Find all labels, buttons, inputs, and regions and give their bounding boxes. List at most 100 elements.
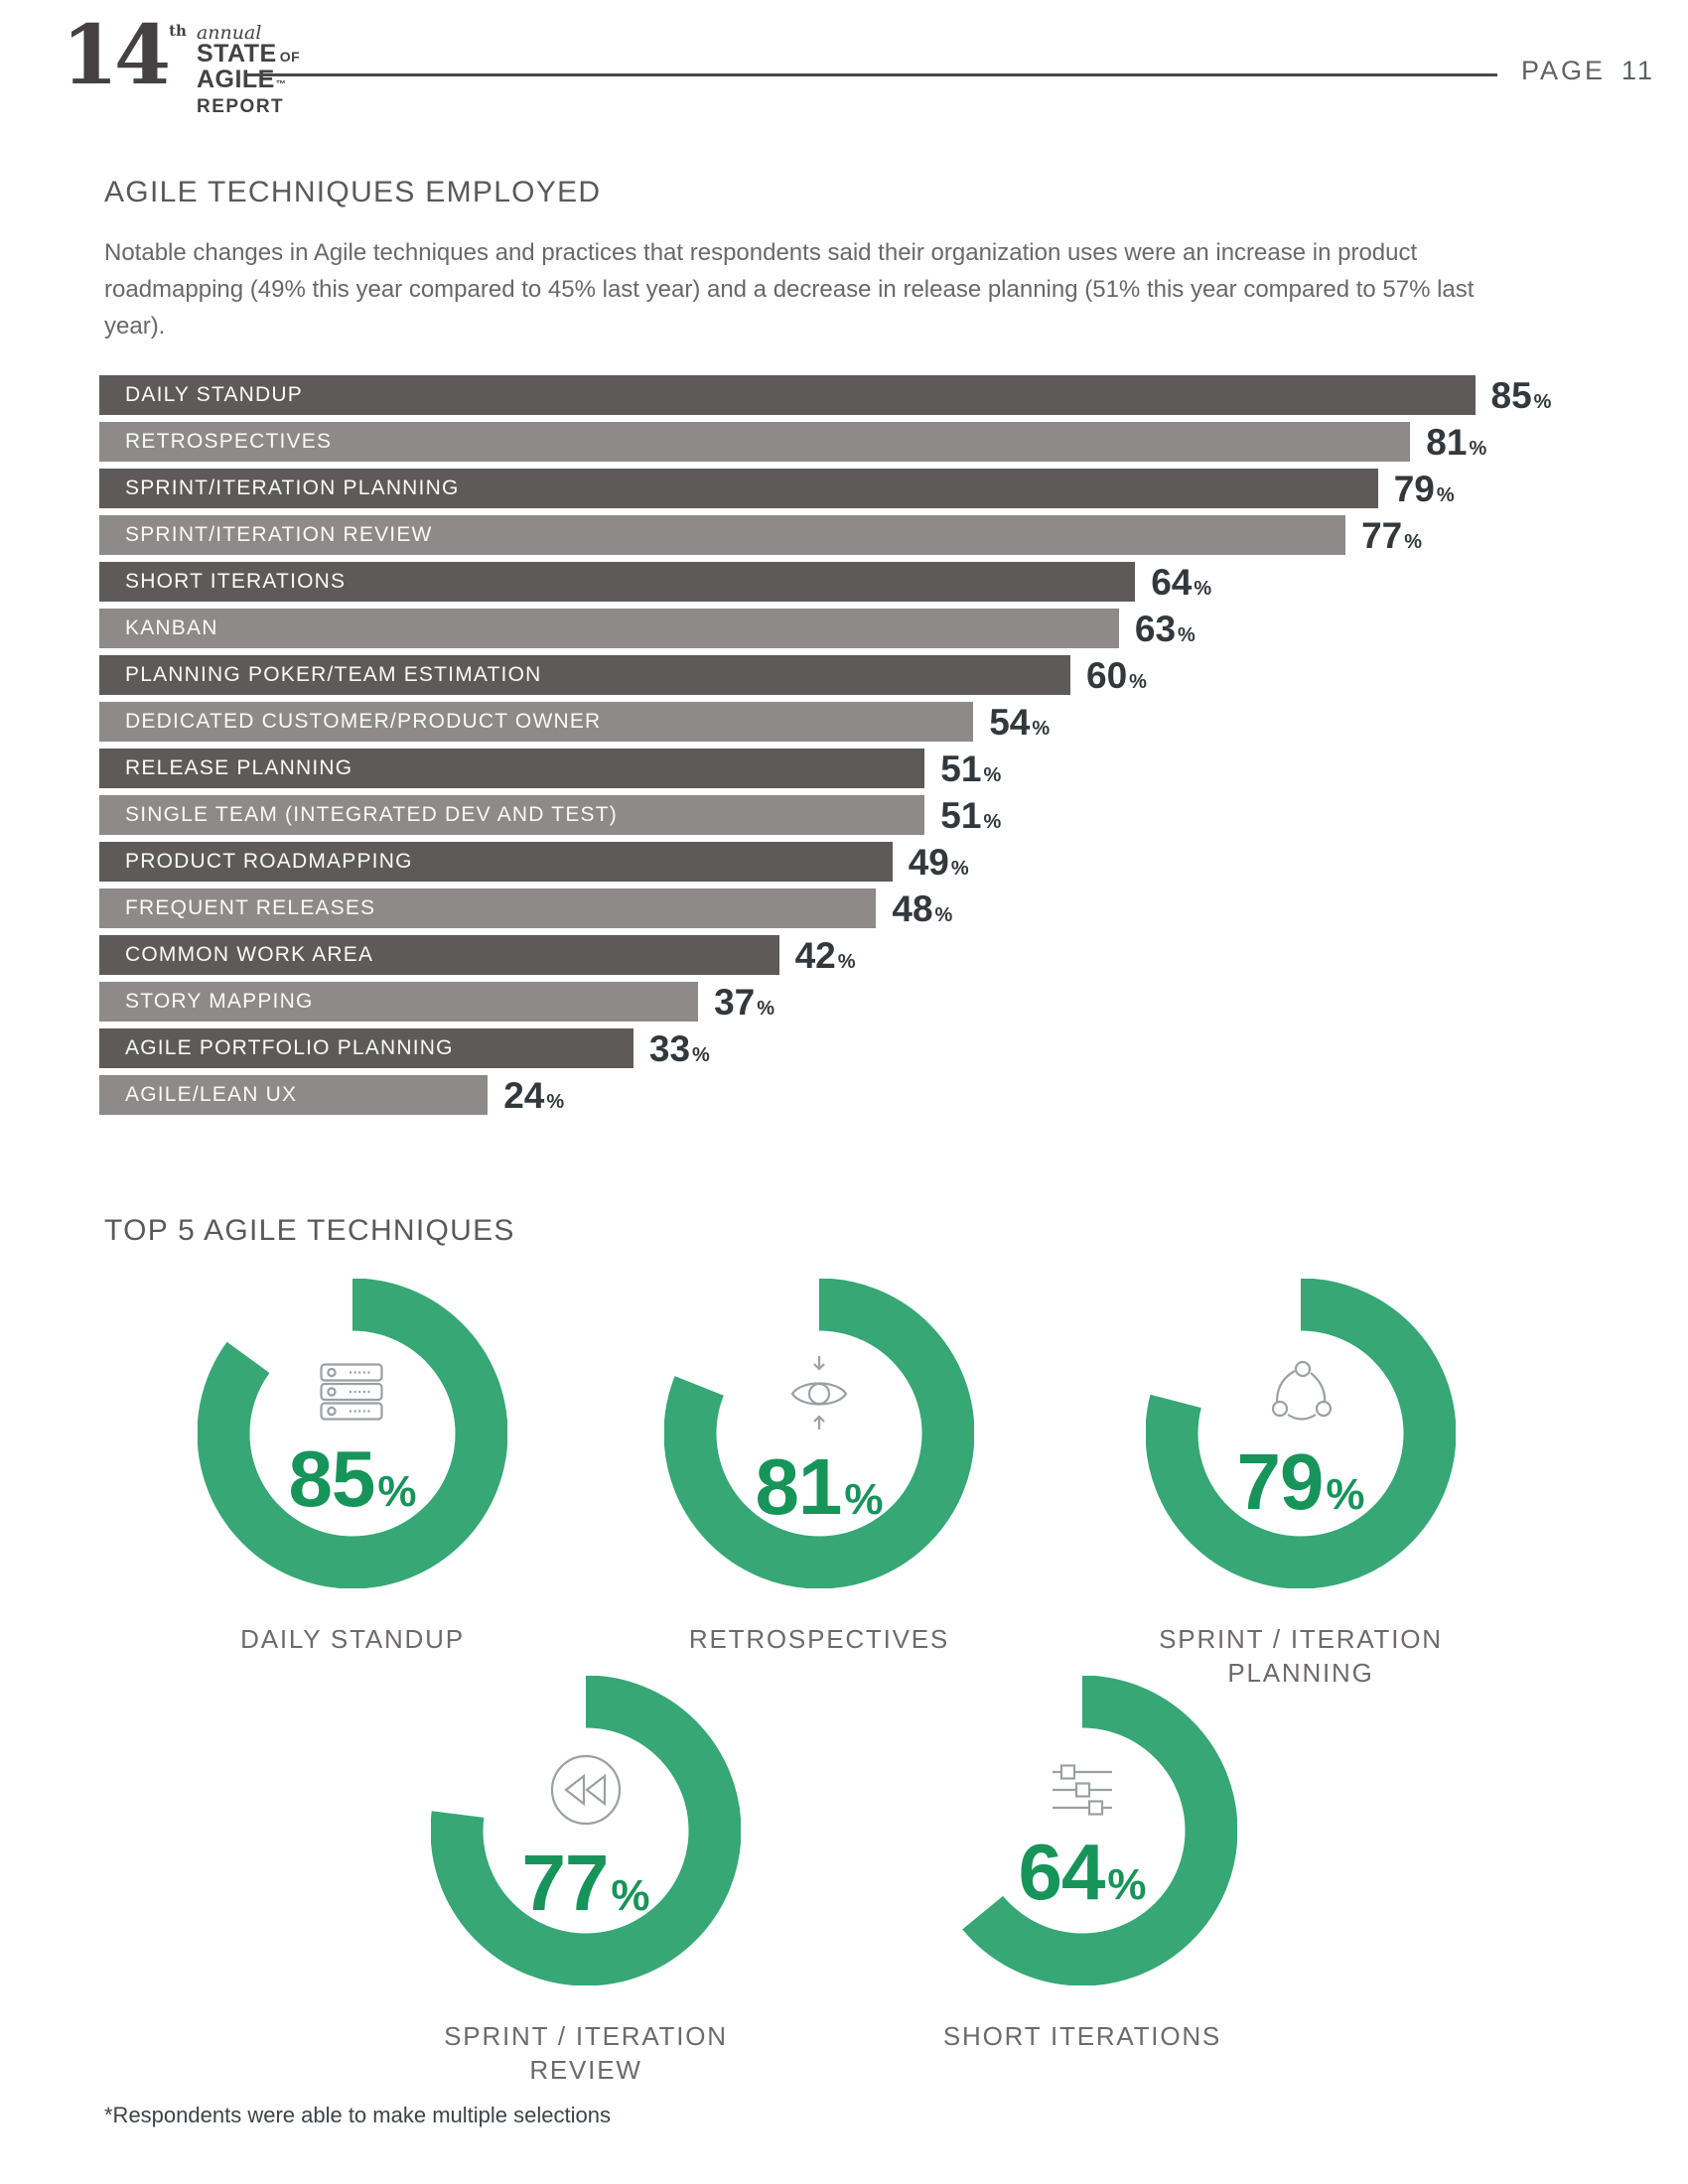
bar: RELEASE PLANNING xyxy=(99,749,925,788)
donut-chart: 85% DAILY STANDUP xyxy=(197,1278,508,1656)
donut-center-content: 79% xyxy=(1146,1279,1456,1588)
bar: AGILE/LEAN UX xyxy=(99,1075,489,1115)
bar-value: 51% xyxy=(940,797,1001,834)
percent-sign: % xyxy=(1404,530,1423,553)
bar-value: 81% xyxy=(1426,424,1486,461)
logo-number: 14 xyxy=(62,8,171,103)
bar-row: SPRINT/ITERATION PLANNING 79% xyxy=(99,469,1688,508)
logo-state: STATE xyxy=(196,40,277,68)
logo-state-of: STATE OF xyxy=(196,40,301,68)
donut-ring: 64% xyxy=(926,1675,1238,1986)
bar-value-number: 51 xyxy=(940,748,982,789)
bar: SPRINT/ITERATION PLANNING xyxy=(99,469,1378,508)
bar-row: AGILE/LEAN UX 24% xyxy=(99,1075,1688,1115)
bar-row: SPRINT/ITERATION REVIEW 77% xyxy=(99,515,1688,555)
donut-center-content: 77% xyxy=(431,1676,741,1985)
donut-ring: 77% xyxy=(430,1675,742,1986)
bar-label: DAILY STANDUP xyxy=(125,383,303,406)
bar-value: 42% xyxy=(795,937,856,974)
bar: PRODUCT ROADMAPPING xyxy=(99,842,893,882)
page-label: PAGE xyxy=(1521,56,1607,85)
donut-value-number: 64 xyxy=(1018,1827,1105,1916)
bar: SPRINT/ITERATION REVIEW xyxy=(99,515,1346,555)
bar-label: AGILE PORTFOLIO PLANNING xyxy=(125,1036,454,1059)
bar-label: COMMON WORK AREA xyxy=(125,943,374,966)
logo-ordinal: th xyxy=(169,22,187,40)
bar-row: DEDICATED CUSTOMER/PRODUCT OWNER 54% xyxy=(99,702,1688,742)
bar-value-number: 42 xyxy=(794,934,836,976)
percent-sign: % xyxy=(1107,1859,1147,1909)
percent-sign: % xyxy=(546,1090,565,1113)
percent-sign: % xyxy=(934,903,953,926)
percent-sign: % xyxy=(950,857,969,880)
bar-value: 48% xyxy=(892,890,952,927)
logo-agile-word: AGILE xyxy=(196,66,275,93)
bar: AGILE PORTFOLIO PLANNING xyxy=(99,1028,633,1068)
percent-sign: % xyxy=(1032,717,1051,740)
logo-report: REPORT xyxy=(196,96,285,117)
donut-center-content: 81% xyxy=(664,1279,974,1588)
bar-value-number: 79 xyxy=(1393,468,1435,509)
bar-value: 63% xyxy=(1135,611,1196,647)
percent-sign: % xyxy=(377,1466,417,1516)
percent-sign: % xyxy=(983,763,1002,786)
bar-value: 64% xyxy=(1151,564,1211,601)
bar-row: DAILY STANDUP 85% xyxy=(99,375,1688,415)
percent-sign: % xyxy=(757,997,775,1020)
bar: KANBAN xyxy=(99,609,1119,648)
bar-value: 85% xyxy=(1491,377,1552,414)
bar-value: 24% xyxy=(503,1077,564,1114)
bar-value: 51% xyxy=(940,751,1001,787)
donut-value: 79% xyxy=(1236,1436,1364,1526)
bar-label: FREQUENT RELEASES xyxy=(125,896,376,919)
donut-chart: 81% RETROSPECTIVES xyxy=(663,1278,975,1656)
logo-agile: AGILE ™ xyxy=(197,68,300,96)
bar-label: RETROSPECTIVES xyxy=(125,430,333,453)
bar: SHORT ITERATIONS xyxy=(99,562,1136,602)
bar-row: AGILE PORTFOLIO PLANNING 33% xyxy=(99,1028,1688,1068)
donut-center-content: 64% xyxy=(927,1676,1237,1985)
bar: PLANNING POKER/TEAM ESTIMATION xyxy=(99,655,1070,695)
donut-ring: 79% xyxy=(1145,1278,1457,1589)
bar-row: FREQUENT RELEASES 48% xyxy=(99,888,1688,928)
bar-label: KANBAN xyxy=(125,616,218,639)
header-divider-line xyxy=(244,73,1497,76)
bar-value-number: 24 xyxy=(503,1074,545,1116)
cycle-nodes-icon xyxy=(1269,1360,1333,1431)
bar-label: RELEASE PLANNING xyxy=(125,756,353,779)
bar-value: 79% xyxy=(1394,471,1455,507)
page-number: 11 xyxy=(1621,56,1656,85)
bar-label: PLANNING POKER/TEAM ESTIMATION xyxy=(125,663,542,686)
page-indicator: PAGE 11 xyxy=(1521,56,1655,86)
donut-chart: 79% SPRINT / ITERATION PLANNING xyxy=(1145,1278,1457,1690)
percent-sign: % xyxy=(844,1474,884,1524)
donut-value: 81% xyxy=(755,1446,884,1527)
agile-techniques-bar-chart: DAILY STANDUP 85% RETROSPECTIVES 81% SPRINT/… xyxy=(99,375,1688,1122)
bar-row: RETROSPECTIVES 81% xyxy=(99,422,1688,462)
percent-sign: % xyxy=(611,1870,650,1920)
donut-center-content: 85% xyxy=(198,1279,507,1588)
section-title-agile-techniques: AGILE TECHNIQUES EMPLOYED xyxy=(104,175,602,208)
bar: SINGLE TEAM (INTEGRATED DEV AND TEST) xyxy=(99,795,925,835)
bar-row: RELEASE PLANNING 51% xyxy=(99,749,1688,788)
bar: COMMON WORK AREA xyxy=(99,935,779,975)
donut-label: SPRINT / ITERATION REVIEW xyxy=(444,2021,728,2085)
bar-label: DEDICATED CUSTOMER/PRODUCT OWNER xyxy=(125,710,602,733)
bar-value: 54% xyxy=(989,704,1050,741)
donut-value-number: 85 xyxy=(288,1433,375,1523)
donut-value: 64% xyxy=(1018,1827,1147,1916)
logo-of: OF xyxy=(279,49,301,65)
footnote: *Respondents were able to make multiple … xyxy=(104,2103,611,2127)
percent-sign: % xyxy=(1129,670,1147,693)
donut-value-number: 79 xyxy=(1236,1436,1324,1526)
percent-sign: % xyxy=(1469,437,1487,460)
logo-text: annual STATE OF AGILE ™ REPORT xyxy=(197,24,300,118)
section-description: Notable changes in Agile techniques and … xyxy=(104,239,1475,340)
donut-label: SPRINT / ITERATION PLANNING xyxy=(1159,1624,1443,1688)
percent-sign: % xyxy=(837,950,856,973)
donut-label: DAILY STANDUP xyxy=(240,1624,465,1654)
bar: DEDICATED CUSTOMER/PRODUCT OWNER xyxy=(99,702,974,742)
donut-ring: 81% xyxy=(663,1278,975,1589)
bar-value-number: 37 xyxy=(714,981,756,1023)
percent-sign: % xyxy=(692,1043,710,1066)
